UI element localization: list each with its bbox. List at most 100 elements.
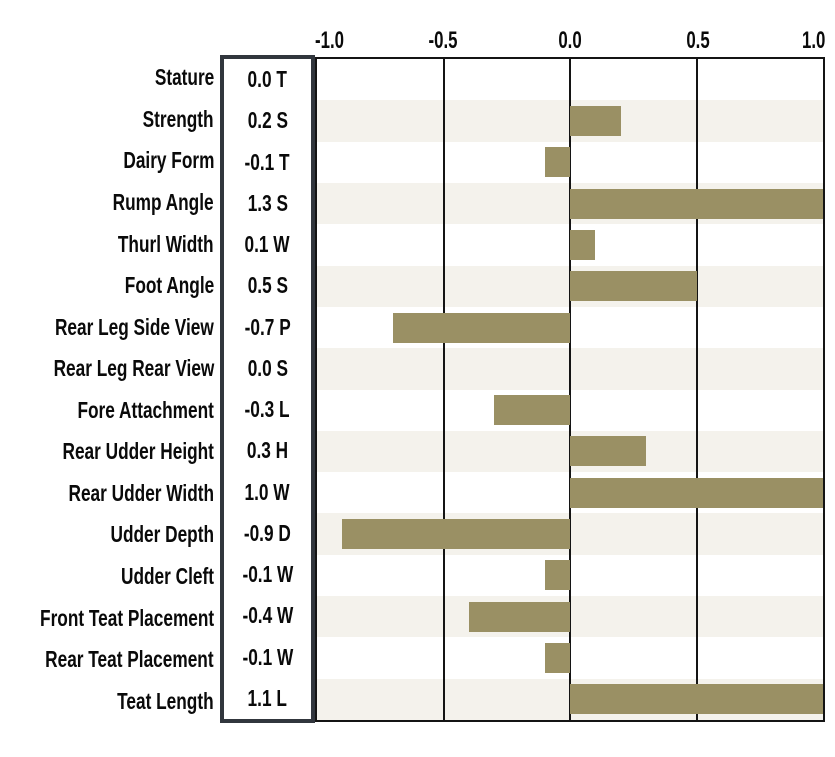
sta-bar bbox=[570, 229, 596, 260]
sta-value: 1.1 L bbox=[247, 684, 288, 711]
sta-value: -0.1 W bbox=[242, 561, 293, 588]
trait-label-row: Strength bbox=[0, 99, 214, 141]
sta-value: 1.3 S bbox=[247, 189, 288, 216]
trait-label: Strength bbox=[143, 105, 214, 132]
plot-row bbox=[317, 555, 823, 596]
plot-row bbox=[317, 472, 823, 513]
sta-value-row: 0.0 S bbox=[224, 348, 311, 389]
plot-row bbox=[317, 142, 823, 183]
sta-bar bbox=[570, 188, 823, 219]
sta-bar bbox=[570, 105, 621, 136]
plot-row bbox=[317, 307, 823, 348]
trait-label-row: Dairy Form bbox=[0, 140, 214, 182]
trait-label-row: Udder Cleft bbox=[0, 556, 214, 598]
sta-bar bbox=[544, 560, 570, 591]
gridline-minus-0.5 bbox=[442, 59, 445, 720]
sta-value: -0.1 T bbox=[244, 148, 291, 175]
sta-value-row: 1.3 S bbox=[224, 183, 311, 224]
trait-label-row: Rear Udder Width bbox=[0, 473, 214, 515]
trait-label-row: Stature bbox=[0, 57, 214, 99]
plot-row bbox=[317, 390, 823, 431]
trait-label: Thurl Width bbox=[118, 230, 214, 257]
trait-label-row: Rear Udder Height bbox=[0, 431, 214, 473]
sta-value-row: -0.3 L bbox=[224, 389, 311, 430]
sta-bar bbox=[570, 436, 646, 467]
sta-value: 0.1 W bbox=[244, 231, 291, 258]
sta-bar bbox=[544, 643, 570, 674]
sta-bar bbox=[544, 147, 570, 178]
axis-tick--0.5: -0.5 bbox=[428, 27, 457, 54]
sta-bar bbox=[468, 601, 570, 632]
sta-value-row: 0.0 T bbox=[224, 59, 311, 100]
trait-label-row: Foot Angle bbox=[0, 265, 214, 307]
trait-label-row: Udder Depth bbox=[0, 514, 215, 556]
trait-label: Fore Attachment bbox=[77, 396, 214, 423]
trait-label-row: Rear Leg Rear View bbox=[0, 348, 214, 390]
axis-tick-0.0: 0.0 bbox=[558, 27, 582, 54]
axis-tick--1.0: -1.0 bbox=[315, 27, 344, 54]
sta-value: -0.7 P bbox=[244, 313, 291, 340]
sta-value-row: -0.1 W bbox=[224, 637, 311, 678]
trait-label: Udder Depth bbox=[110, 521, 215, 548]
trait-label: Stature bbox=[154, 64, 214, 91]
sta-value-row: 0.1 W bbox=[224, 224, 311, 265]
axis-tick-0.5: 0.5 bbox=[685, 27, 710, 54]
trait-label: Front Teat Placement bbox=[39, 604, 214, 631]
plot-row bbox=[317, 224, 823, 265]
trait-label-row: Front Teat Placement bbox=[0, 597, 214, 639]
trait-label-row: Rump Angle bbox=[0, 182, 214, 224]
sta-value: -0.9 D bbox=[244, 519, 291, 546]
sta-value-row: -0.7 P bbox=[224, 307, 311, 348]
sta-value-row: 0.5 S bbox=[224, 265, 311, 306]
trait-label-row: Thurl Width bbox=[0, 223, 214, 265]
gridline-plus-0.5 bbox=[695, 59, 698, 720]
plot-row bbox=[317, 637, 823, 678]
trait-label: Rear Udder Width bbox=[68, 479, 214, 506]
sta-value-row: 0.2 S bbox=[224, 100, 311, 141]
trait-label: Rump Angle bbox=[113, 188, 214, 215]
sta-value: -0.4 W bbox=[242, 602, 293, 629]
sta-bar bbox=[392, 312, 570, 343]
plot-area bbox=[315, 57, 825, 722]
trait-label-row: Rear Leg Side View bbox=[0, 306, 214, 348]
axis-tick-1.0: 1.0 bbox=[801, 27, 825, 54]
sta-value-row: 1.1 L bbox=[224, 678, 311, 719]
sta-value-row: 1.0 W bbox=[224, 472, 311, 513]
trait-label: Foot Angle bbox=[124, 272, 214, 299]
sta-bar bbox=[570, 477, 823, 508]
plot-row bbox=[317, 678, 823, 720]
trait-label: Dairy Form bbox=[122, 147, 214, 174]
gridline-zero bbox=[569, 59, 571, 720]
plot-row bbox=[317, 100, 823, 142]
sta-value: 0.0 T bbox=[247, 66, 288, 93]
sta-value-box: 0.0 T 0.2 S -0.1 T 1.3 S 0.1 W 0.5 S -0.7 P 0.0… bbox=[220, 55, 315, 723]
trait-label: Rear Teat Placement bbox=[45, 646, 214, 673]
sta-value: -0.1 W bbox=[242, 643, 293, 670]
trait-label: Udder Cleft bbox=[121, 563, 214, 590]
sta-value: 0.5 S bbox=[247, 272, 288, 299]
sta-value: 0.2 S bbox=[247, 107, 288, 134]
sta-value-row: -0.1 W bbox=[224, 554, 311, 595]
sta-value: -0.3 L bbox=[244, 396, 291, 423]
trait-label-column: Stature Strength Dairy Form Rump Angle Thurl… bbox=[0, 57, 214, 722]
trait-label-row: Fore Attachment bbox=[0, 390, 214, 432]
sta-value: 1.0 W bbox=[244, 478, 291, 505]
sta-value: 0.0 S bbox=[247, 354, 288, 381]
sta-value: 0.3 H bbox=[246, 437, 289, 464]
trait-label: Teat Length bbox=[117, 687, 214, 714]
trait-label-row: Rear Teat Placement bbox=[0, 639, 214, 681]
sta-value-row: 0.3 H bbox=[224, 430, 311, 471]
sta-bar bbox=[494, 395, 570, 426]
x-axis: -1.0 -0.5 0.0 0.5 1.0 bbox=[315, 22, 825, 54]
sta-bar bbox=[570, 684, 823, 715]
sta-value-row: -0.9 D bbox=[224, 513, 311, 554]
plot-row bbox=[317, 265, 823, 307]
trait-label: Rear Udder Height bbox=[62, 438, 214, 465]
trait-label: Rear Leg Rear View bbox=[53, 355, 214, 382]
plot-row bbox=[317, 430, 823, 473]
sta-bar bbox=[570, 271, 697, 302]
trait-label: Rear Leg Side View bbox=[55, 313, 214, 340]
plot-row bbox=[317, 182, 823, 225]
sta-value-row: -0.1 T bbox=[224, 142, 311, 183]
